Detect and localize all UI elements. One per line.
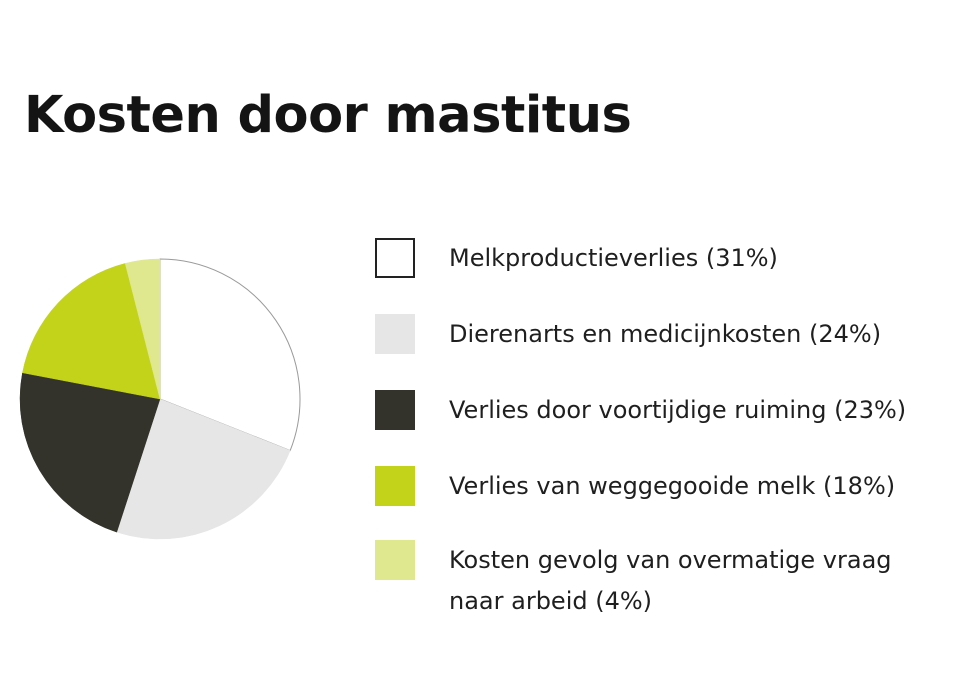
- pie-slice-4: [124, 258, 161, 400]
- legend-label: Dierenarts en medicijnkosten (24%): [449, 320, 882, 348]
- legend-swatch: [375, 540, 415, 580]
- legend-swatch: [375, 238, 415, 278]
- legend-label: Verlies van weggegooide melk (18%): [449, 472, 896, 500]
- legend-swatch: [375, 390, 415, 430]
- legend-label: Verlies door voortijdige ruiming (23%): [449, 396, 907, 424]
- legend-swatch: [375, 466, 415, 506]
- pie-slice-1: [116, 398, 291, 540]
- legend-label: Kosten gevolg van overmatige vraag naar …: [449, 546, 892, 615]
- pie-slice-2: [19, 372, 161, 533]
- pie-chart: [19, 258, 301, 540]
- legend-swatch: [375, 314, 415, 354]
- legend-label: Melkproductieverlies (31%): [449, 244, 778, 272]
- pie-slice-0: [159, 258, 301, 452]
- chart-title: Kosten door mastitus: [24, 86, 632, 145]
- pie-slice-3: [22, 263, 161, 400]
